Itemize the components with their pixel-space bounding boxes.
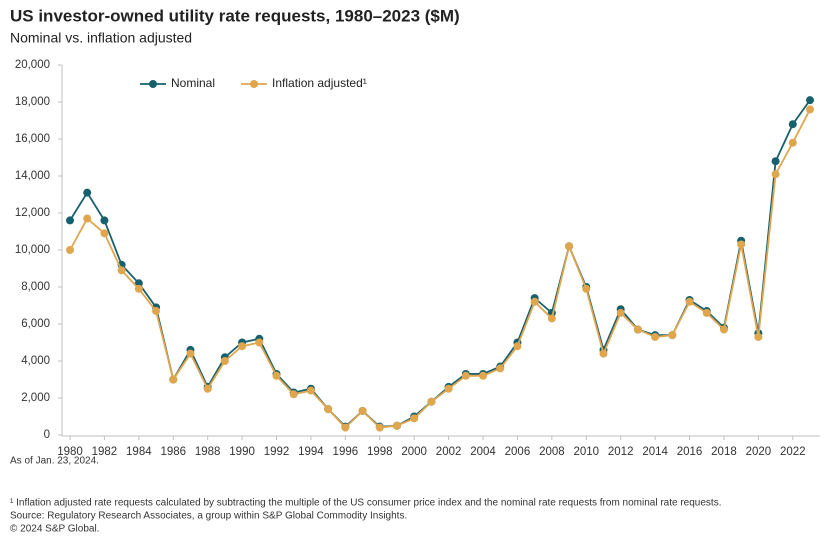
data-point (771, 157, 780, 166)
data-point (100, 229, 109, 238)
footnote: ¹ Inflation adjusted rate requests calcu… (10, 498, 722, 509)
data-point (100, 216, 109, 225)
data-point (238, 342, 247, 351)
x-tick-label: 2004 (470, 446, 496, 458)
data-point (806, 96, 814, 105)
data-point (496, 364, 505, 373)
data-point (427, 397, 436, 406)
x-tick-label: 2012 (608, 446, 634, 458)
x-tick-label: 2022 (780, 446, 806, 458)
data-point (341, 423, 350, 432)
data-point (83, 188, 92, 197)
y-tick-label: 10,000 (15, 244, 50, 256)
data-point (668, 331, 677, 340)
data-point (358, 406, 367, 415)
data-point (272, 371, 281, 380)
x-tick-label: 1988 (195, 446, 221, 458)
data-point (324, 405, 333, 414)
x-tick-label: 1996 (333, 446, 359, 458)
data-point (806, 105, 814, 114)
x-tick-label: 1986 (160, 446, 186, 458)
x-tick-label: 2002 (436, 446, 462, 458)
data-point (651, 332, 660, 341)
y-tick-label: 20,000 (15, 59, 50, 71)
data-point (685, 297, 694, 306)
data-point (633, 325, 642, 334)
data-point (152, 307, 161, 316)
data-point (117, 266, 126, 275)
data-point (83, 214, 92, 223)
data-point (582, 284, 591, 293)
x-tick-label: 2000 (401, 446, 427, 458)
legend-label: Nominal (171, 76, 215, 90)
y-tick-label: 8,000 (21, 281, 50, 293)
y-tick-label: 0 (44, 429, 50, 441)
data-point (616, 308, 625, 317)
series-line (69, 99, 811, 428)
chart-title: US investor-owned utility rate requests,… (10, 6, 460, 25)
data-point (134, 279, 143, 288)
data-point (788, 138, 797, 147)
data-point (461, 371, 470, 380)
y-tick-label: 16,000 (15, 133, 50, 145)
footnote: As of Jan. 23, 2024. (10, 456, 99, 467)
data-point (134, 284, 143, 293)
data-point (410, 414, 419, 423)
data-point (220, 357, 229, 365)
data-point (547, 314, 556, 323)
y-tick-label: 6,000 (21, 318, 50, 330)
data-point (289, 390, 298, 399)
legend-marker (149, 80, 157, 88)
footnote: Source: Regulatory Research Associates, … (10, 511, 407, 522)
x-tick-label: 1990 (229, 446, 255, 458)
y-tick-label: 2,000 (21, 392, 50, 404)
footnote: © 2024 S&P Global. (10, 524, 99, 535)
data-point (203, 384, 212, 393)
x-tick-label: 1998 (367, 446, 393, 458)
y-tick-label: 12,000 (15, 207, 50, 219)
x-tick-label: 2014 (642, 446, 668, 458)
data-point (702, 308, 711, 317)
x-tick-label: 1984 (126, 446, 152, 458)
x-tick-label: 1982 (92, 446, 118, 458)
data-point (599, 349, 608, 358)
x-tick-label: 2008 (539, 446, 565, 458)
y-tick-label: 14,000 (15, 170, 50, 182)
x-tick-label: 1994 (298, 446, 324, 458)
data-point (169, 375, 178, 384)
y-tick-label: 4,000 (21, 355, 50, 367)
data-point (66, 216, 74, 225)
data-point (306, 386, 315, 395)
legend-label: Inflation adjusted¹ (272, 76, 367, 90)
y-tick-label: 18,000 (15, 96, 50, 108)
x-tick-label: 2010 (573, 446, 599, 458)
data-point (392, 421, 401, 430)
data-point (530, 297, 539, 306)
x-tick-label: 2016 (677, 446, 703, 458)
data-point (375, 423, 384, 432)
chart-subtitle: Nominal vs. inflation adjusted (10, 30, 192, 46)
data-point (771, 170, 780, 179)
data-point (479, 371, 488, 380)
x-tick-label: 1980 (57, 446, 83, 458)
x-tick-label: 2006 (505, 446, 531, 458)
legend-marker (250, 80, 259, 88)
data-point (754, 332, 763, 341)
data-point (444, 384, 453, 393)
data-point (565, 242, 574, 251)
data-point (513, 342, 522, 351)
x-tick-label: 1992 (264, 446, 290, 458)
data-point (255, 338, 264, 347)
data-point (186, 349, 195, 358)
data-point (737, 240, 746, 249)
data-point (66, 246, 74, 254)
x-tick-label: 2018 (711, 446, 737, 458)
series-line (69, 108, 811, 429)
data-point (719, 325, 728, 334)
data-point (788, 120, 797, 129)
x-tick-label: 2020 (746, 446, 772, 458)
